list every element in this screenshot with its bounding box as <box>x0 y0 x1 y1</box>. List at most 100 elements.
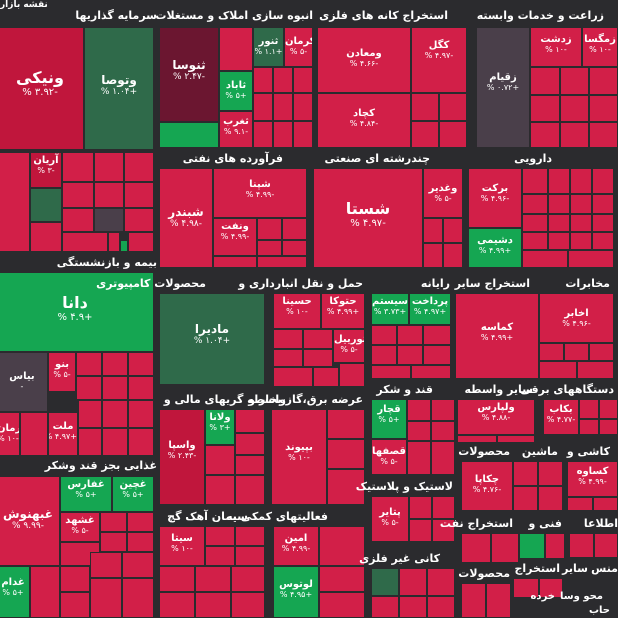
tile-vtousa[interactable]: وتوصا +۱.۰۴ % <box>84 27 154 150</box>
stock-tile[interactable] <box>548 194 570 214</box>
stock-tile[interactable] <box>128 352 154 376</box>
stock-tile[interactable] <box>235 546 265 566</box>
stock-tile[interactable] <box>205 445 235 475</box>
tile-lotus[interactable]: لوتوس +۴.۹۵ % <box>273 566 319 618</box>
stock-tile[interactable] <box>62 152 94 182</box>
stock-tile[interactable] <box>567 497 593 511</box>
stock-tile[interactable] <box>491 533 519 563</box>
stock-tile[interactable] <box>592 168 614 194</box>
stock-tile[interactable] <box>411 121 439 148</box>
tile-barkat[interactable]: برکت -۴.۹۶ % <box>468 168 522 228</box>
stock-tile[interactable] <box>30 222 62 252</box>
stock-tile[interactable] <box>577 361 614 379</box>
stock-tile[interactable] <box>431 441 455 475</box>
stock-tile[interactable] <box>78 400 102 428</box>
stock-tile[interactable] <box>159 566 195 592</box>
stock-tile[interactable] <box>282 240 307 256</box>
stock-tile[interactable] <box>443 218 463 243</box>
tile-shasta[interactable]: شستا -۴.۹۷ % <box>313 168 423 268</box>
stock-tile[interactable] <box>319 592 365 618</box>
tile-dana[interactable]: دانا +۴.۹ % <box>0 272 154 352</box>
stock-tile[interactable] <box>102 400 128 428</box>
stock-tile[interactable] <box>497 435 535 443</box>
stock-tile[interactable] <box>443 243 463 268</box>
stock-tile[interactable] <box>397 325 423 345</box>
stock-tile[interactable] <box>560 122 589 148</box>
stock-tile[interactable] <box>592 194 614 214</box>
stock-tile[interactable] <box>569 533 594 558</box>
stock-tile[interactable] <box>303 329 333 349</box>
stock-tile[interactable] <box>457 435 497 443</box>
stock-tile[interactable] <box>579 419 599 435</box>
stock-tile[interactable] <box>423 325 451 345</box>
stock-tile[interactable] <box>339 363 365 387</box>
stock-tile[interactable] <box>90 578 122 618</box>
stock-tile[interactable] <box>195 592 231 618</box>
stock-tile[interactable] <box>273 93 293 121</box>
stock-tile[interactable] <box>522 214 548 232</box>
stock-tile[interactable] <box>407 399 431 421</box>
stock-tile[interactable] <box>539 578 563 598</box>
stock-tile[interactable] <box>519 533 545 559</box>
tile-vanaft[interactable]: ونفت -۴.۹۹ % <box>213 218 257 256</box>
tile-kesaveh[interactable]: کساوه -۴.۹۹ % <box>567 461 618 497</box>
stock-tile[interactable] <box>78 428 102 456</box>
tile-zedasht[interactable]: زدشت -۱۰ % <box>530 27 582 67</box>
stock-tile[interactable] <box>273 329 303 349</box>
stock-tile[interactable] <box>564 343 589 361</box>
stock-tile[interactable] <box>423 243 443 268</box>
tile-valparis[interactable]: ولپارس -۴.۸۸ % <box>457 399 535 435</box>
stock-tile[interactable] <box>30 188 62 222</box>
stock-tile[interactable] <box>235 475 265 505</box>
stock-tile[interactable] <box>127 512 154 532</box>
tile-kerman[interactable]: کرمان -۵ % <box>284 27 313 67</box>
tile-akhaber[interactable]: اخابر -۴.۹۶ % <box>539 293 614 343</box>
stock-tile[interactable] <box>548 232 570 250</box>
stock-tile[interactable] <box>273 121 293 148</box>
tile-bakab[interactable]: بکاب -۴.۷۷ % <box>543 399 579 435</box>
stock-tile[interactable] <box>235 433 265 455</box>
stock-tile[interactable] <box>513 578 539 598</box>
stock-tile[interactable] <box>76 352 102 376</box>
stock-tile[interactable] <box>273 67 293 93</box>
stock-tile[interactable] <box>219 27 253 71</box>
stock-tile[interactable] <box>257 256 307 268</box>
tile-ghasfaha[interactable]: قصفها -۵ % <box>371 439 407 475</box>
stock-tile[interactable] <box>545 533 565 559</box>
stock-tile[interactable] <box>599 399 618 419</box>
tile-bano[interactable]: بنو -۵ % <box>48 352 76 392</box>
tile-shepna[interactable]: شپنا -۴.۹۹ % <box>213 168 307 218</box>
tile-sanvor[interactable]: ثنور +۱.۱ % <box>253 27 284 67</box>
stock-tile[interactable] <box>253 67 273 93</box>
stock-tile[interactable] <box>94 182 124 208</box>
stock-tile[interactable] <box>560 95 589 122</box>
tile-pardakht[interactable]: پرداخت +۴.۹۷ % <box>409 293 451 325</box>
stock-tile[interactable] <box>213 256 257 268</box>
stock-tile[interactable] <box>127 532 154 552</box>
tile-mellat[interactable]: ملت +۴.۹۷ % <box>48 412 78 456</box>
stock-tile[interactable] <box>273 367 313 387</box>
stock-tile[interactable] <box>589 343 614 361</box>
stock-tile[interactable] <box>273 349 303 367</box>
stock-tile[interactable] <box>538 461 563 486</box>
stock-tile[interactable] <box>423 345 451 365</box>
stock-tile[interactable] <box>122 552 154 578</box>
stock-tile[interactable] <box>530 95 560 122</box>
tile-tourail[interactable]: تورییل -۵ % <box>333 329 365 363</box>
tile-shbandar[interactable]: شبندر -۴.۹۸ % <box>159 168 213 268</box>
stock-tile[interactable] <box>539 361 577 379</box>
stock-tile[interactable] <box>407 421 431 441</box>
stock-tile[interactable] <box>313 367 339 387</box>
stock-tile[interactable] <box>397 345 423 365</box>
stock-tile[interactable] <box>570 214 592 232</box>
stock-tile[interactable] <box>253 121 273 148</box>
stock-tile[interactable] <box>60 592 90 618</box>
stock-tile[interactable] <box>205 526 235 546</box>
stock-tile[interactable] <box>513 461 538 486</box>
tile-ghfars[interactable]: غفارس +۵ % <box>60 476 112 512</box>
stock-tile[interactable] <box>592 232 614 250</box>
tile-chakapa[interactable]: چکاپا -۴.۷۶ % <box>461 461 513 511</box>
stock-tile[interactable] <box>30 566 60 618</box>
stock-tile[interactable] <box>407 441 431 475</box>
stock-tile[interactable] <box>76 376 102 400</box>
